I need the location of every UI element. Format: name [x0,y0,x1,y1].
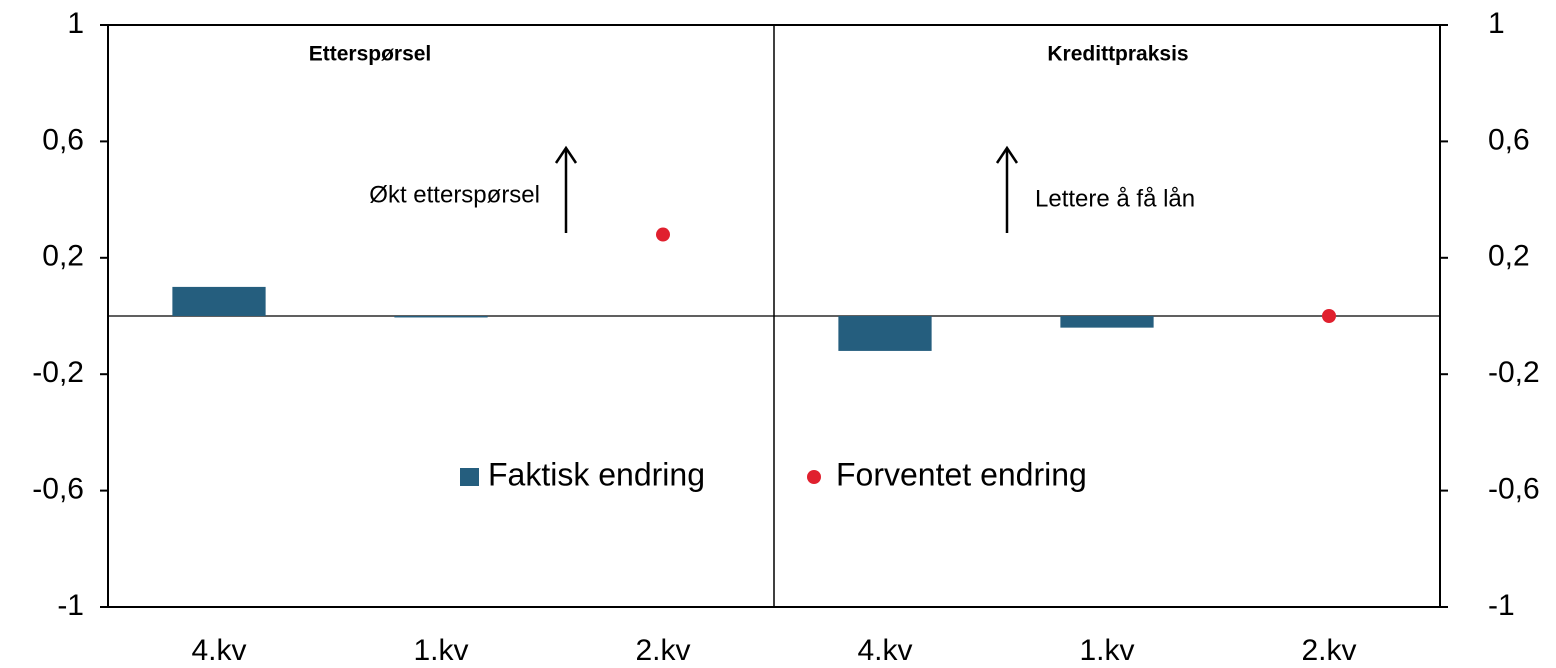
arrow-label: Lettere å få lån [1035,185,1195,212]
y-tick-label: -1 [57,589,84,622]
bar [394,316,488,318]
arrow [554,145,1019,233]
y-tick-label: 0,2 [1488,240,1530,273]
bar [838,316,932,351]
y-tick-label: 0,6 [42,123,84,156]
arrow-label: Økt etterspørsel [369,181,540,208]
y-tick-label: 1 [1488,7,1505,40]
y-tick-label: -0,6 [1488,473,1540,506]
y-tick-label: 1 [67,7,84,40]
y-tick-label: -0,2 [1488,356,1540,389]
legend-swatch [807,470,821,484]
bar [1060,316,1154,328]
x-tick-label: 1.kv [413,634,468,667]
legend-swatch [460,468,479,486]
y-tick-label: -0,6 [32,473,84,506]
y-tick-label: 0,2 [42,240,84,273]
x-tick-label: 2.kv [1301,634,1356,667]
legend-label: Faktisk endring [488,456,705,492]
x-tick-label: 4.kv [191,634,246,667]
panel-title: Etterspørsel [309,43,432,66]
y-tick-label: 0,6 [1488,123,1530,156]
legend-label: Forventet endring [836,456,1087,492]
bar [172,286,266,316]
x-tick-label: 2.kv [635,634,690,667]
dot [656,227,670,242]
y-tick-label: -0,2 [32,356,84,389]
x-tick-label: 1.kv [1079,634,1134,667]
dot [1322,309,1336,323]
panel-title: Kredittpraksis [1047,43,1188,66]
x-tick-label: 4.kv [857,634,912,667]
y-tick-label: -1 [1488,589,1515,622]
